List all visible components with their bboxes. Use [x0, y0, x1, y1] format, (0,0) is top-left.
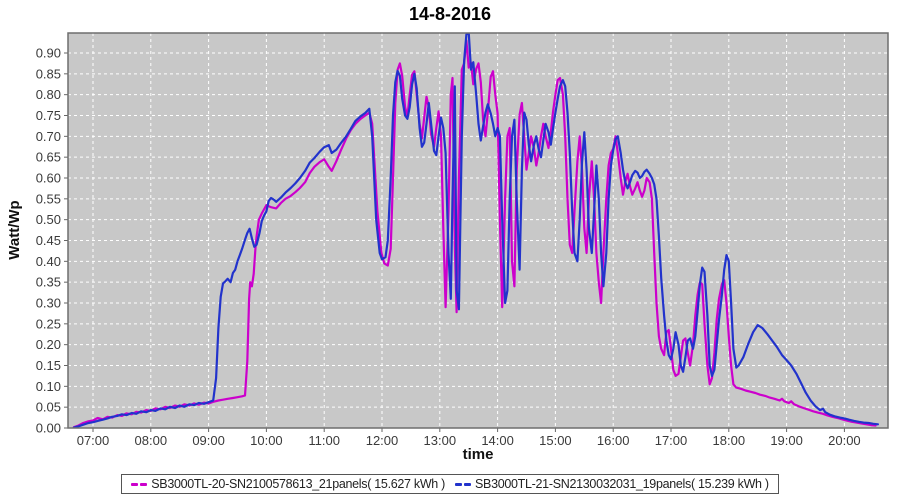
y-axis-title: Watt/Wp: [6, 200, 23, 260]
y-tick-label: 0.75: [36, 108, 61, 123]
x-tick-label: 11:00: [308, 433, 340, 448]
y-tick-label: 0.40: [36, 254, 61, 269]
legend-line-blue-icon: [455, 482, 471, 486]
y-tick-label: 0.85: [36, 66, 61, 81]
legend: SB3000TL-20-SN2100578613_21panels( 15.62…: [0, 474, 900, 494]
legend-label: SB3000TL-21-SN2130032031_19panels( 15.23…: [475, 477, 769, 491]
x-tick-label: 16:00: [597, 433, 630, 448]
y-tick-label: 0.50: [36, 212, 61, 227]
series-line-blue: [72, 33, 880, 428]
x-axis-title: time: [462, 446, 494, 463]
x-tick-label: 19:00: [770, 433, 803, 448]
x-tick-label: 12:00: [366, 433, 399, 448]
x-tick-label: 17:00: [655, 433, 688, 448]
tick-labels: 0.00 0.05 0.10 0.15 0.20 0.25 0.30 0.35 0.40 0.45…: [36, 46, 861, 449]
y-tick-label: 0.30: [36, 296, 61, 311]
y-tick-label: 0.35: [36, 275, 61, 290]
legend-label: SB3000TL-20-SN2100578613_21panels( 15.62…: [151, 477, 445, 491]
y-tick-label: 0.05: [36, 400, 61, 415]
x-tick-label: 15:00: [539, 433, 572, 448]
chart-title: 14-8-2016: [408, 4, 492, 24]
y-tick-label: 0.90: [36, 46, 61, 61]
y-tick-label: 0.45: [36, 233, 61, 248]
x-tick-label: 10:00: [250, 433, 283, 448]
legend-item-inverter-20: SB3000TL-20-SN2100578613_21panels( 15.62…: [131, 477, 445, 491]
y-tick-label: 0.55: [36, 191, 61, 206]
plot-border: [67, 32, 889, 429]
legend-box: SB3000TL-20-SN2100578613_21panels( 15.62…: [121, 474, 779, 494]
y-tick-label: 0.70: [36, 129, 61, 144]
x-tick-label: 14:00: [481, 433, 514, 448]
legend-line-magenta-icon: [131, 482, 148, 486]
x-tick-label: 13:00: [424, 433, 457, 448]
y-tick-label: 0.80: [36, 87, 61, 102]
y-tick-label: 0.00: [36, 421, 61, 436]
x-tick-label: 09:00: [192, 433, 225, 448]
y-tick-label: 0.60: [36, 171, 61, 186]
legend-item-inverter-21: SB3000TL-21-SN2130032031_19panels( 15.23…: [455, 477, 769, 491]
y-tick-label: 0.65: [36, 150, 61, 165]
y-tick-label: 0.25: [36, 316, 61, 331]
y-tick-label: 0.10: [36, 379, 61, 394]
y-tick-label: 0.20: [36, 337, 61, 352]
x-tick-label: 07:00: [77, 433, 110, 448]
x-tick-label: 20:00: [828, 433, 861, 448]
y-tick-label: 0.15: [36, 358, 61, 373]
plot-background: [68, 33, 888, 428]
x-tick-label: 18:00: [713, 433, 746, 448]
x-tick-label: 08:00: [135, 433, 168, 448]
